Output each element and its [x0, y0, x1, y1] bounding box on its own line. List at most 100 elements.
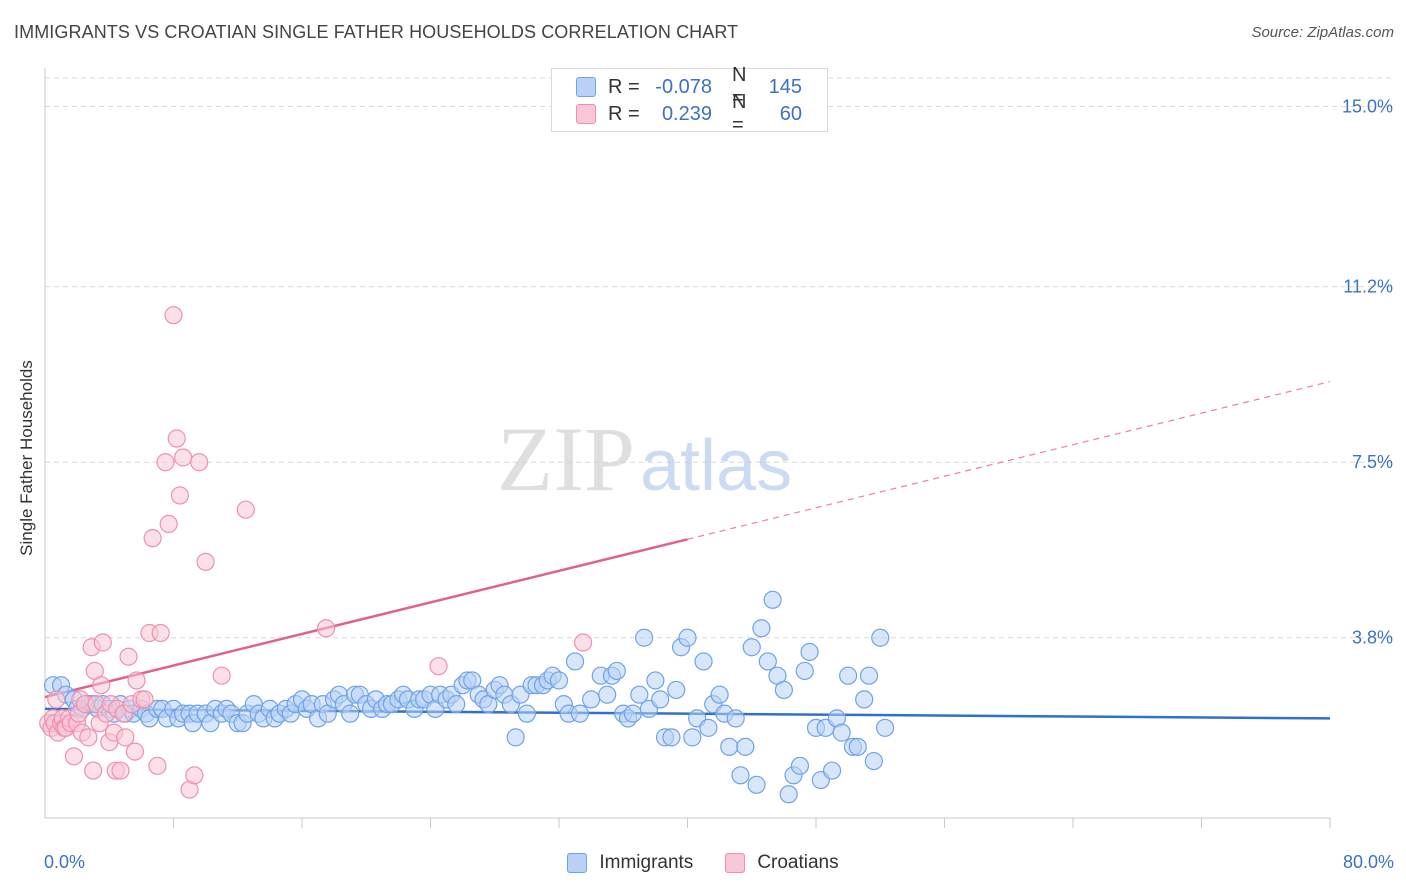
immigrants-point: [447, 695, 466, 714]
y-tick-label: 11.2%: [1343, 277, 1393, 297]
y-tick-label: 15.0%: [1342, 96, 1393, 116]
croatians-point: [125, 742, 145, 761]
croatians-point: [64, 747, 84, 766]
croatians-point: [143, 529, 162, 548]
y-tick-labels: 3.8% 7.5% 11.2% 15.0%: [1342, 96, 1393, 647]
immigrants-point: [699, 718, 718, 737]
trend-line-extension-croatians: [687, 381, 1331, 540]
immigrants-point: [747, 775, 766, 794]
croatians-point: [196, 552, 215, 571]
croatians-point: [119, 647, 138, 666]
immigrants-point: [694, 652, 713, 671]
croatians-point: [429, 657, 448, 676]
immigrants-point: [630, 685, 649, 704]
croatians-point: [159, 514, 178, 533]
immigrants-point: [506, 728, 525, 747]
croatians-point: [167, 429, 186, 448]
y-tick-label: 3.8%: [1352, 628, 1393, 648]
immigrants-point: [341, 704, 360, 723]
croatians-point: [148, 756, 167, 775]
immigrants-point: [623, 704, 642, 723]
immigrants-point: [710, 685, 729, 704]
legend-row-immigrants: R = -0.078 N = 145: [576, 64, 802, 109]
immigrants-point: [607, 661, 626, 681]
immigrants-point: [848, 737, 867, 756]
croatians-point: [92, 676, 111, 695]
immigrants-point: [582, 690, 601, 709]
immigrants-point: [667, 680, 686, 700]
immigrants-point: [859, 666, 879, 685]
croatians-point: [236, 500, 255, 519]
immigrants-point: [839, 666, 858, 685]
legend-r-value: 0.239: [661, 102, 712, 125]
croatians-point: [170, 486, 190, 505]
bottom-legend-swatch-croatians: [725, 853, 746, 873]
croatians-point: [156, 453, 175, 472]
immigrants-point: [517, 704, 536, 723]
immigrants-point: [864, 751, 883, 771]
immigrants-point: [726, 709, 745, 728]
immigrants-point: [763, 590, 782, 609]
immigrants-point: [678, 628, 697, 647]
y-tick-label: 7.5%: [1352, 452, 1393, 472]
legend-r-label: R =: [608, 75, 640, 98]
immigrants-point: [774, 680, 793, 700]
legend-r-label: R =: [608, 102, 640, 125]
immigrants-point: [742, 638, 761, 657]
immigrants-point: [736, 737, 755, 756]
croatians-point: [185, 766, 204, 785]
immigrants-point: [800, 642, 819, 662]
immigrants-point: [549, 671, 569, 690]
immigrants-point: [651, 690, 670, 709]
immigrants-point: [570, 704, 589, 723]
immigrants-point: [875, 718, 895, 737]
watermark-atlas: atlas: [640, 426, 792, 506]
immigrants-point: [758, 652, 777, 671]
croatians-point: [212, 666, 231, 685]
croatians-point: [127, 671, 146, 690]
croatians-point: [174, 448, 193, 467]
immigrants-point: [662, 728, 681, 747]
axes: [44, 68, 1331, 828]
croatians-point: [573, 633, 593, 652]
immigrants-point: [565, 652, 585, 671]
immigrants-point: [795, 661, 814, 681]
legend-n-value: 60: [779, 102, 802, 125]
croatians-point: [164, 306, 183, 325]
bottom-legend: Immigrants Croatians: [0, 852, 1406, 874]
immigrants-point: [822, 761, 842, 780]
immigrants-point: [598, 685, 617, 704]
immigrants-point: [779, 785, 798, 804]
croatians-point: [84, 761, 103, 780]
source-label: Source: ZipAtlas.com: [1251, 24, 1394, 41]
immigrants-point: [683, 728, 702, 747]
immigrants-point: [790, 756, 810, 775]
legend: R = -0.078 N = 145 R = 0.239 N = 60: [551, 64, 828, 136]
legend-swatch-immigrants: [576, 77, 596, 97]
x-tick-label-max: 80.0%: [1342, 852, 1394, 872]
immigrants-point: [871, 628, 890, 647]
croatians-point: [111, 761, 130, 780]
immigrants-point: [646, 671, 665, 690]
x-tick-label-min: 0.0%: [44, 852, 86, 872]
legend-n-label: N =: [732, 64, 747, 109]
croatians-point: [190, 453, 209, 472]
watermark-zip: ZIP: [497, 408, 635, 510]
data-points: [39, 306, 895, 804]
chart-title: IMMIGRANTS VS CROATIAN SINGLE FATHER HOU…: [14, 22, 739, 42]
legend-swatch-croatians: [576, 104, 596, 124]
immigrants-point: [731, 766, 750, 785]
legend-row-croatians: R = 0.239 N = 60: [576, 91, 802, 136]
watermark: ZIP atlas: [497, 408, 792, 510]
croatians-point: [93, 633, 112, 652]
immigrants-point: [635, 628, 654, 647]
bottom-legend-label: Croatians: [757, 852, 839, 873]
immigrants-point: [832, 723, 851, 742]
trend-line-croatians: [44, 538, 688, 699]
bottom-legend-swatch-immigrants: [567, 853, 588, 873]
croatians-point: [151, 623, 170, 643]
croatians-point: [135, 690, 154, 709]
legend-n-value: 145: [768, 75, 802, 98]
legend-r-value: -0.078: [655, 75, 712, 98]
